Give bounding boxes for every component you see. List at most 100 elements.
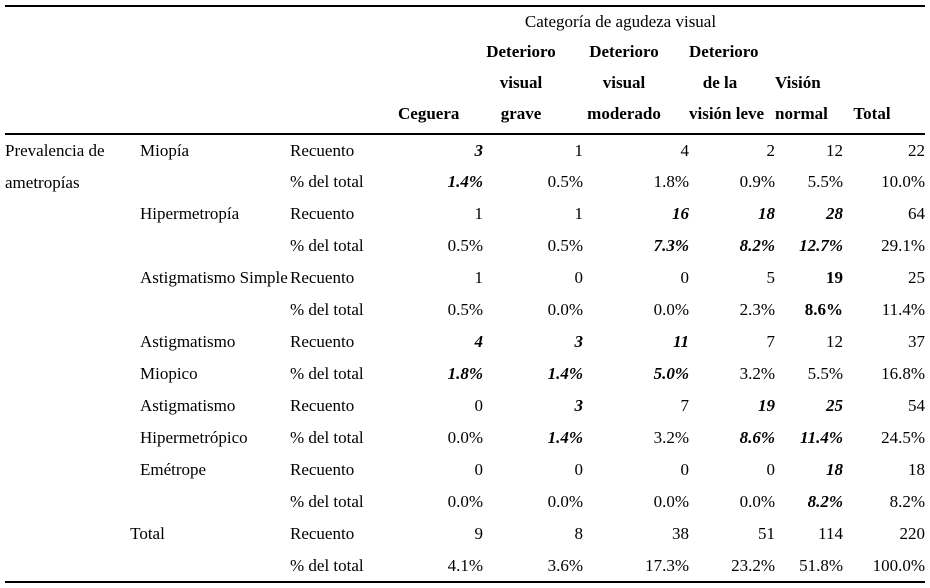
value-cell: 0.0% bbox=[547, 492, 583, 511]
value-cell: 1.8% bbox=[447, 364, 483, 383]
table-row: % del total 1.8% 1.4% 5.0% 3.2% 5.5% 16.8% bbox=[5, 358, 925, 390]
value-cell: 4 bbox=[680, 140, 690, 160]
value-cell: 0.5% bbox=[447, 300, 483, 319]
value-cell: 0.0% bbox=[653, 300, 689, 319]
value-cell: 0 bbox=[474, 460, 484, 479]
value-cell: 3.2% bbox=[739, 364, 775, 383]
value-cell: 25 bbox=[826, 396, 843, 415]
category-label: Astigmatismo Miopico bbox=[140, 332, 236, 383]
stat-label: Recuento bbox=[290, 204, 355, 223]
table-row: % del total 0.0% 1.4% 3.2% 8.6% 11.4% 24.5% bbox=[5, 422, 925, 454]
stat-label: % del total bbox=[290, 428, 364, 447]
col-header-total: Total bbox=[843, 36, 925, 135]
value-cell: 0.0% bbox=[547, 300, 583, 319]
table-row: Astigmatismo Miopico Recuento 4 3 11 7 12 37 bbox=[5, 326, 925, 383]
value-cell: 0 bbox=[474, 396, 484, 415]
value-cell: 1 bbox=[574, 204, 584, 223]
value-cell: 10.0% bbox=[881, 172, 925, 191]
stat-label: % del total bbox=[290, 236, 364, 255]
value-cell: 3 bbox=[574, 332, 584, 351]
value-cell: 0 bbox=[574, 268, 584, 287]
value-cell: 3.2% bbox=[653, 428, 689, 447]
spanner-row: Categoría de agudeza visual bbox=[5, 6, 925, 36]
value-cell: 37 bbox=[908, 332, 925, 351]
value-cell: 12 bbox=[826, 332, 843, 351]
table-row: % del total 0.0% 0.0% 0.0% 0.0% 8.2% 8.2% bbox=[5, 486, 925, 518]
value-cell: 19 bbox=[826, 268, 843, 287]
table-row: Total Recuento 9 8 38 51 114 220 bbox=[5, 518, 925, 550]
stat-label: % del total bbox=[290, 492, 364, 511]
value-cell: 5.5% bbox=[807, 364, 843, 383]
value-cell: 3.6% bbox=[547, 555, 583, 575]
crosstab-table: Categoría de agudeza visual Ceguera Dete… bbox=[5, 5, 925, 583]
spanner-label: Categoría de agudeza visual bbox=[524, 11, 717, 31]
stat-label: % del total bbox=[290, 300, 364, 319]
value-cell: 64 bbox=[908, 204, 925, 223]
value-cell: 11.4% bbox=[800, 428, 843, 447]
category-label: Astigmatismo Hipermetrópico bbox=[140, 396, 248, 447]
spanner-spacer bbox=[843, 6, 925, 36]
value-cell: 24.5% bbox=[881, 428, 925, 447]
value-cell: 17.3% bbox=[645, 555, 689, 575]
value-cell: 0 bbox=[680, 460, 690, 479]
col-header-ceguera: Ceguera bbox=[398, 36, 483, 135]
col-header-vision-normal: Visión normal bbox=[775, 36, 843, 135]
col-header-deterioro-grave: Deterioro visual grave bbox=[483, 36, 583, 135]
value-cell: 25 bbox=[908, 268, 925, 287]
value-cell: 0.0% bbox=[447, 492, 483, 511]
table-row: % del total 0.5% 0.0% 0.0% 2.3% 8.6% 11.4% bbox=[5, 294, 925, 326]
stat-label: Recuento bbox=[290, 140, 355, 160]
value-cell: 12.7% bbox=[799, 236, 843, 255]
value-cell: 1.4% bbox=[447, 172, 483, 191]
value-cell: 100.0% bbox=[872, 555, 925, 575]
value-cell: 22 bbox=[908, 140, 925, 160]
category-label: Hipermetropía bbox=[140, 204, 240, 223]
col-header-deterioro-moderado: Deterioro visual moderado bbox=[583, 36, 689, 135]
value-cell: 220 bbox=[899, 524, 926, 543]
table-row: % del total 4.1% 3.6% 17.3% 23.2% 51.8% 100.0% bbox=[5, 550, 925, 582]
value-cell: 28 bbox=[826, 204, 843, 223]
category-label: Emétrope bbox=[140, 460, 207, 479]
value-cell: 3 bbox=[574, 396, 584, 415]
category-label: Miopía bbox=[140, 141, 190, 160]
value-cell: 8 bbox=[574, 524, 584, 543]
value-cell: 8.2% bbox=[739, 236, 775, 255]
value-cell: 18 bbox=[758, 204, 775, 223]
value-cell: 4.1% bbox=[447, 555, 483, 575]
value-cell: 4 bbox=[474, 332, 484, 351]
value-cell: 1.8% bbox=[653, 172, 689, 191]
value-cell: 0 bbox=[574, 460, 584, 479]
value-cell: 7 bbox=[766, 332, 776, 351]
value-cell: 0.5% bbox=[547, 236, 583, 255]
value-cell: 1 bbox=[474, 204, 484, 223]
value-cell: 8.2% bbox=[889, 492, 925, 511]
value-cell: 51.8% bbox=[799, 555, 843, 575]
stat-label: Recuento bbox=[290, 332, 355, 351]
stat-label: % del total bbox=[290, 172, 364, 191]
value-cell: 18 bbox=[908, 460, 925, 479]
total-row-label: Total bbox=[130, 524, 165, 543]
stat-label: % del total bbox=[290, 555, 364, 575]
value-cell: 12 bbox=[826, 140, 843, 160]
row-group-label: Prevalencia de ametropías bbox=[5, 141, 105, 192]
table-row: % del total 1.4% 0.5% 1.8% 0.9% 5.5% 10.0% bbox=[5, 166, 925, 198]
value-cell: 1 bbox=[474, 268, 484, 287]
value-cell: 8.6% bbox=[804, 300, 843, 319]
value-cell: 0.5% bbox=[547, 172, 583, 191]
value-cell: 7.3% bbox=[653, 236, 689, 255]
stat-label: Recuento bbox=[290, 268, 355, 287]
table-row: Astigmatismo Hipermetrópico Recuento 0 3 7 19… bbox=[5, 390, 925, 447]
stat-label: Recuento bbox=[290, 396, 355, 415]
value-cell: 0.0% bbox=[447, 428, 483, 447]
value-cell: 11 bbox=[672, 332, 689, 351]
table-row: Hipermetropía Recuento 1 1 16 18 28 64 bbox=[5, 198, 925, 230]
value-cell: 5.5% bbox=[807, 172, 843, 191]
value-cell: 3 bbox=[474, 140, 484, 160]
value-cell: 1.4% bbox=[547, 364, 583, 383]
value-cell: 0.5% bbox=[447, 236, 483, 255]
value-cell: 29.1% bbox=[881, 236, 925, 255]
value-cell: 51 bbox=[758, 524, 775, 543]
spanner-spacer bbox=[5, 6, 398, 36]
value-cell: 16.8% bbox=[881, 364, 925, 383]
value-cell: 5.0% bbox=[653, 364, 689, 383]
